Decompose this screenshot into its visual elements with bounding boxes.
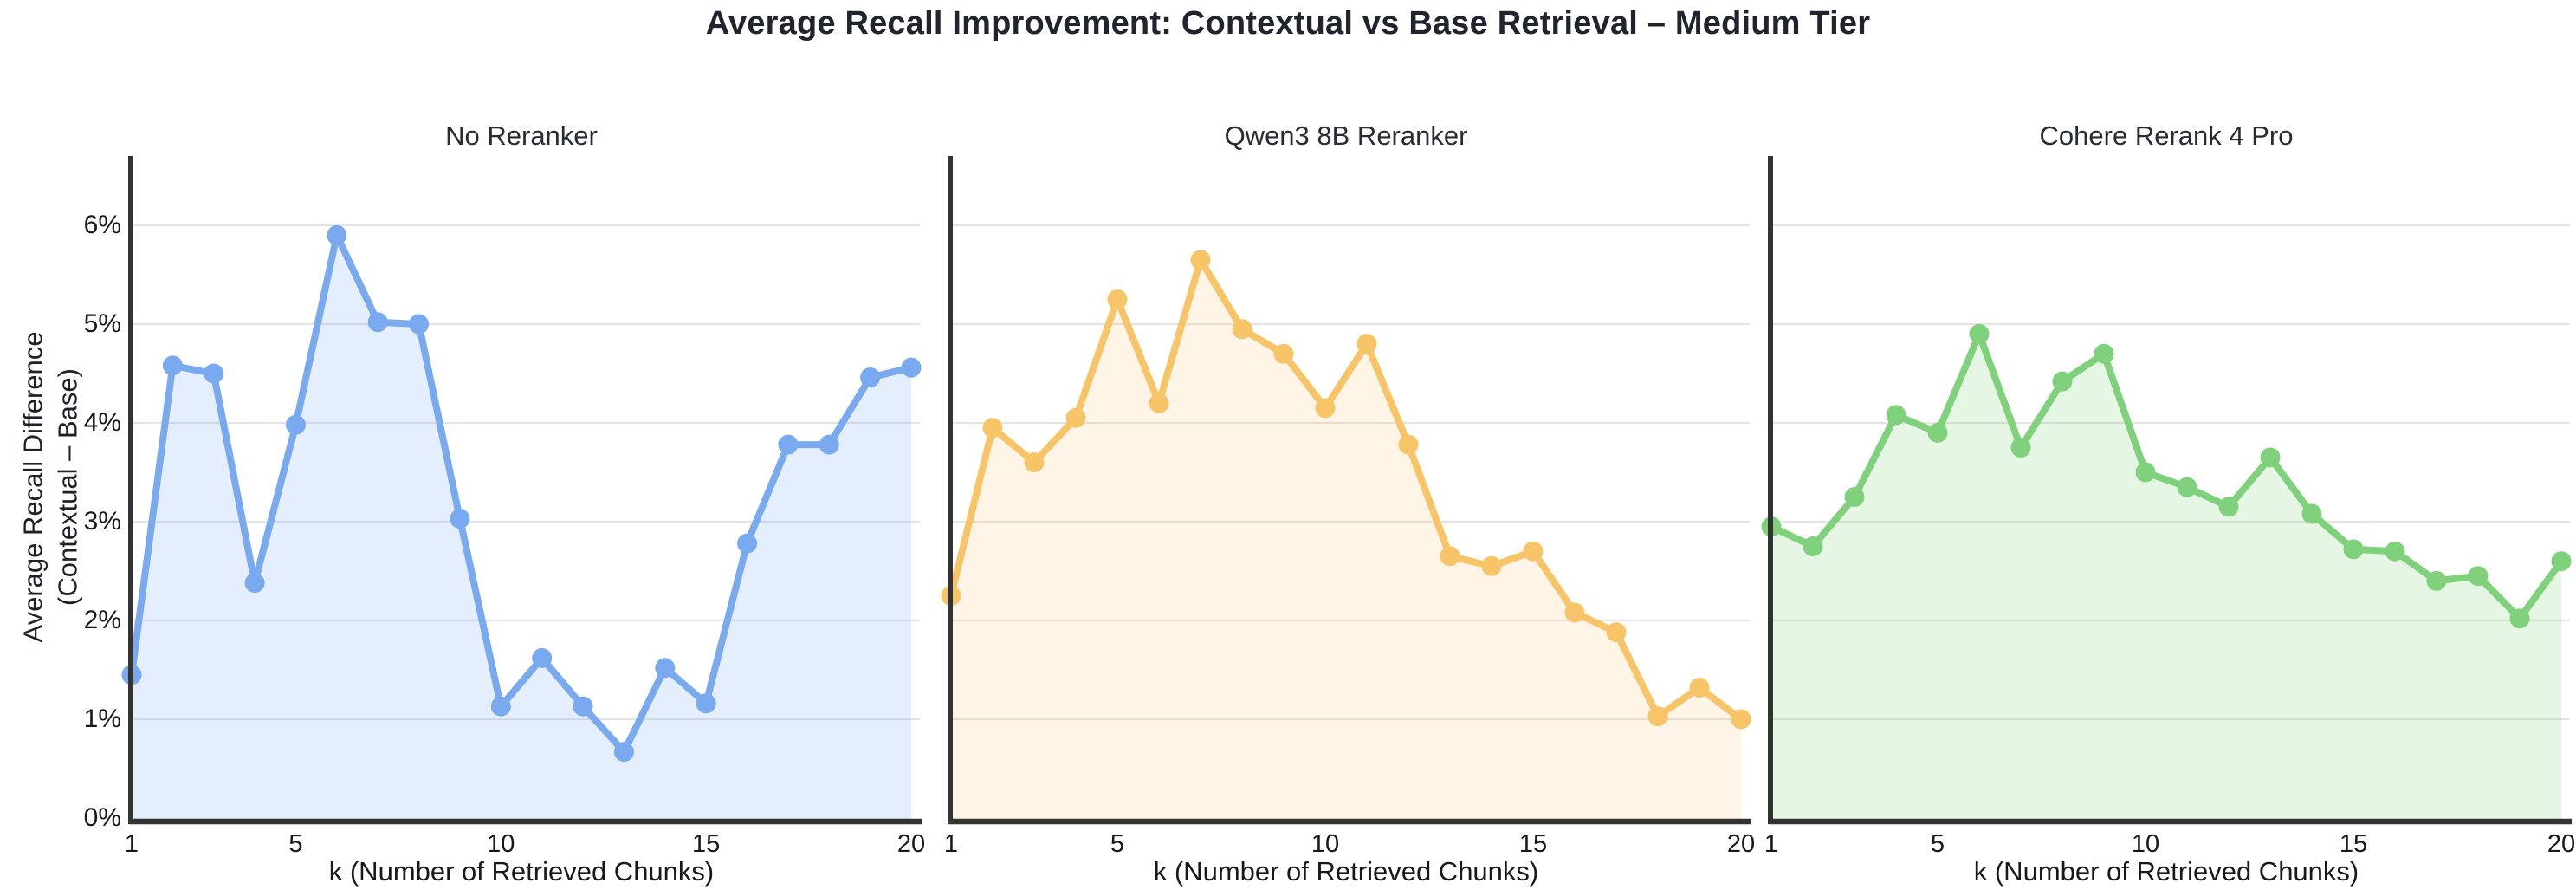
data-point [696,693,716,714]
data-point [409,314,430,335]
data-point [2218,497,2239,517]
x-axis-title: k (Number of Retrieved Chunks) [1154,856,1539,887]
x-axis-title: k (Number of Retrieved Chunks) [329,856,715,887]
data-point [1024,452,1045,473]
data-point [450,509,470,529]
x-tick-label: 10 [2132,830,2159,858]
data-point [1398,434,1419,455]
data-point [1731,709,1751,730]
data-point [327,224,347,245]
data-point [285,414,306,435]
y-tick-label: 4% [83,408,121,437]
data-point [2426,570,2447,591]
panel-title: No Reranker [445,120,598,151]
trend-line [128,231,915,756]
y-axis-title: Average Recall Difference (Contextual – … [16,332,84,643]
data-point [1440,546,1460,567]
data-point [1689,678,1710,698]
panel-title: Qwen3 8B Reranker [1224,120,1468,151]
data-point [2385,541,2405,562]
data-point [2052,371,2073,392]
y-tick-label: 0% [83,803,121,832]
y-tick-label: 2% [83,606,121,634]
y-tick-label: 3% [83,507,121,536]
data-point [901,357,922,378]
chart-title: Average Recall Improvement: Contextual v… [705,5,1871,42]
panel-plot: 1 5 10 15 20k (Number of Retrieved Chunks) [121,156,925,887]
data-point [244,573,265,594]
x-tick-label: 15 [1519,830,1547,858]
x-tick-label: 1 [125,830,139,858]
data-point [2551,551,2572,572]
data-point [367,312,388,333]
data-point [1844,487,1865,507]
y-tick-label: 6% [83,211,121,239]
data-point [613,742,634,763]
data-point [1232,319,1252,340]
data-point [2094,343,2114,364]
data-point [1803,536,1823,556]
data-point [1315,398,1336,419]
data-point [1356,334,1377,354]
data-point [1273,343,1294,364]
data-point [1647,706,1668,727]
data-point [2260,447,2281,468]
data-point [860,367,881,388]
y-axis-title-line1: Average Recall Difference [17,331,49,643]
data-point [1149,393,1169,413]
data-point [982,418,1003,439]
area-fill [1771,334,2561,822]
area-fill [951,259,1741,822]
data-point [1481,555,1502,576]
x-tick-label: 5 [1110,830,1124,858]
data-point [655,658,676,679]
data-point [1190,250,1211,270]
data-point [2135,462,2156,483]
panel-plot: 1 5 10 15 20k (Number of Retrieved Chunks) [1761,156,2575,887]
data-point [1564,602,1585,623]
x-tick-label: 5 [1931,830,1945,858]
x-axis-title: k (Number of Retrieved Chunks) [1974,856,2359,887]
data-point [1107,289,1128,309]
data-point [1886,405,1906,426]
panel-plot: 1 5 10 15 20k (Number of Retrieved Chunks) [941,156,1755,887]
x-tick-label: 10 [487,830,515,858]
x-tick-label: 20 [2547,830,2575,858]
x-tick-label: 10 [1311,830,1339,858]
data-point [1523,541,1544,562]
data-point [490,696,511,717]
data-point [1606,622,1627,643]
y-tick-label: 5% [83,309,121,338]
data-point [2343,539,2364,560]
data-point [204,363,224,384]
data-point [1969,323,1990,344]
y-tick-label: 1% [83,705,121,733]
data-point [1065,407,1086,428]
area-fill [132,235,911,822]
data-point [2509,608,2530,629]
x-tick-label: 15 [2340,830,2367,858]
x-tick-label: 15 [692,830,720,858]
y-axis-title-line2: (Contextual – Base) [52,368,82,606]
panel-title: Cohere Rerank 4 Pro [2039,120,2294,151]
x-tick-label: 1 [1764,830,1778,858]
x-tick-label: 20 [1727,830,1755,858]
data-point [2010,438,2031,458]
x-tick-label: 20 [897,830,925,858]
data-point [532,647,553,668]
data-point [2177,477,2197,497]
data-point [737,533,758,554]
data-point [778,434,799,455]
x-tick-label: 5 [288,830,302,858]
data-point [1927,422,1948,443]
x-tick-label: 1 [944,830,958,858]
data-point [2468,566,2489,587]
data-point [819,434,839,455]
data-point [573,696,593,717]
data-point [2301,503,2322,524]
data-point [162,355,183,376]
